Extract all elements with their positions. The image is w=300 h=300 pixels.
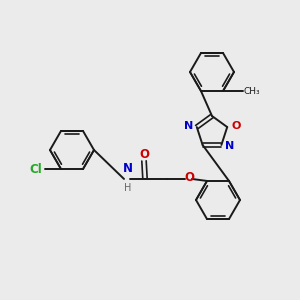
Text: H: H	[124, 183, 132, 193]
Text: O: O	[231, 121, 241, 131]
Text: O: O	[139, 148, 149, 161]
Text: O: O	[184, 171, 194, 184]
Text: CH₃: CH₃	[244, 87, 261, 96]
Text: Cl: Cl	[29, 163, 42, 176]
Text: N: N	[225, 141, 235, 151]
Text: N: N	[123, 162, 133, 175]
Text: N: N	[184, 121, 193, 131]
